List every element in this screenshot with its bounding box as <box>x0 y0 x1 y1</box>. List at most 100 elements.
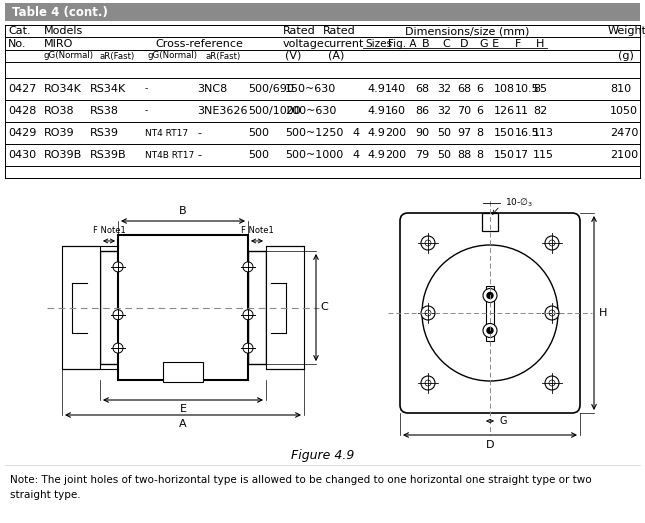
Text: 0427: 0427 <box>8 84 36 94</box>
Circle shape <box>545 376 559 390</box>
Bar <box>62 246 100 369</box>
Text: Rated: Rated <box>323 26 356 36</box>
Text: 70: 70 <box>457 106 471 116</box>
Text: 2470: 2470 <box>610 128 639 138</box>
Text: Rated: Rated <box>283 26 316 36</box>
Text: 4.9: 4.9 <box>367 106 385 116</box>
Text: Models: Models <box>44 26 83 36</box>
Text: 88: 88 <box>457 150 471 160</box>
Text: C: C <box>320 302 328 313</box>
Text: 0429: 0429 <box>8 128 36 138</box>
Text: 50: 50 <box>437 128 451 138</box>
Text: F Note1: F Note1 <box>93 226 125 235</box>
Text: 68: 68 <box>415 84 429 94</box>
Text: gG(Normal): gG(Normal) <box>44 51 94 61</box>
Text: 160: 160 <box>385 106 406 116</box>
Circle shape <box>425 310 431 316</box>
Text: 500/690: 500/690 <box>248 84 294 94</box>
Text: 17: 17 <box>515 150 529 160</box>
Text: (g): (g) <box>618 51 634 61</box>
Text: aR(Fast): aR(Fast) <box>100 51 135 61</box>
Text: NT4 RT17: NT4 RT17 <box>145 129 188 138</box>
Text: 4.9: 4.9 <box>367 128 385 138</box>
Text: Cat.: Cat. <box>8 26 30 36</box>
Text: 4: 4 <box>352 128 359 138</box>
Text: 10.5: 10.5 <box>515 84 540 94</box>
Text: A: A <box>179 419 187 429</box>
Text: 3NE3626: 3NE3626 <box>197 106 248 116</box>
Text: Table 4 (cont.): Table 4 (cont.) <box>12 6 108 19</box>
Text: 150~630: 150~630 <box>285 84 336 94</box>
Bar <box>5 25 640 178</box>
Circle shape <box>487 292 493 299</box>
Text: 3NC8: 3NC8 <box>197 84 227 94</box>
Text: aR(Fast): aR(Fast) <box>205 51 240 61</box>
Text: 500: 500 <box>248 150 269 160</box>
Text: 500~1250: 500~1250 <box>285 128 343 138</box>
Text: RS34K: RS34K <box>90 84 126 94</box>
Circle shape <box>113 262 123 272</box>
Circle shape <box>483 324 497 337</box>
Text: B: B <box>179 206 187 216</box>
Bar <box>248 251 266 364</box>
Circle shape <box>483 289 497 302</box>
Circle shape <box>549 380 555 386</box>
Text: Weight: Weight <box>608 26 645 36</box>
Text: -: - <box>145 107 148 116</box>
Text: B: B <box>422 39 430 49</box>
Text: 10-$\emptyset$$_3$: 10-$\emptyset$$_3$ <box>505 197 533 209</box>
Text: 200: 200 <box>385 128 406 138</box>
Text: RO38: RO38 <box>44 106 75 116</box>
Circle shape <box>487 327 493 334</box>
Text: G: G <box>499 416 506 426</box>
Text: 108: 108 <box>494 84 515 94</box>
Text: 6: 6 <box>476 106 483 116</box>
Text: RS39B: RS39B <box>90 150 126 160</box>
Circle shape <box>113 343 123 353</box>
Text: 85: 85 <box>533 84 547 94</box>
Text: 200: 200 <box>385 150 406 160</box>
Text: straight type.: straight type. <box>10 490 81 500</box>
Text: Cross-reference: Cross-reference <box>155 39 243 49</box>
Text: Dimensions/size (mm): Dimensions/size (mm) <box>405 26 530 36</box>
Text: NT4B RT17: NT4B RT17 <box>145 151 194 160</box>
Circle shape <box>545 236 559 250</box>
Text: 79: 79 <box>415 150 430 160</box>
Circle shape <box>421 306 435 320</box>
Text: 32: 32 <box>437 84 451 94</box>
Text: 90: 90 <box>415 128 429 138</box>
Text: 32: 32 <box>437 106 451 116</box>
Text: D: D <box>486 440 494 450</box>
Circle shape <box>425 380 431 386</box>
Text: gG(Normal): gG(Normal) <box>148 51 198 61</box>
Text: 82: 82 <box>533 106 547 116</box>
Text: -: - <box>197 128 201 138</box>
FancyBboxPatch shape <box>400 213 580 413</box>
Text: RO39B: RO39B <box>44 150 83 160</box>
Text: Note: The joint holes of two-horizontal type is allowed to be changed to one hor: Note: The joint holes of two-horizontal … <box>10 475 591 485</box>
Text: 4: 4 <box>352 150 359 160</box>
Text: -: - <box>145 85 148 94</box>
Text: H: H <box>599 308 608 318</box>
Text: E: E <box>179 404 186 414</box>
Text: 0430: 0430 <box>8 150 36 160</box>
Bar <box>118 235 248 380</box>
Text: RO34K: RO34K <box>44 84 82 94</box>
Text: 86: 86 <box>415 106 429 116</box>
Text: 16.5: 16.5 <box>515 128 540 138</box>
Text: G E: G E <box>480 39 499 49</box>
Text: 810: 810 <box>610 84 631 94</box>
Text: voltage: voltage <box>283 39 324 49</box>
Bar <box>486 286 494 340</box>
Text: 8: 8 <box>476 150 483 160</box>
Text: 500~1000: 500~1000 <box>285 150 343 160</box>
Text: 0428: 0428 <box>8 106 36 116</box>
Text: D: D <box>460 39 468 49</box>
Circle shape <box>549 240 555 246</box>
Text: 500: 500 <box>248 128 269 138</box>
Text: 4.9: 4.9 <box>367 150 385 160</box>
Text: 8: 8 <box>476 128 483 138</box>
Text: 11: 11 <box>515 106 529 116</box>
Text: RO39: RO39 <box>44 128 75 138</box>
Text: 150: 150 <box>494 150 515 160</box>
